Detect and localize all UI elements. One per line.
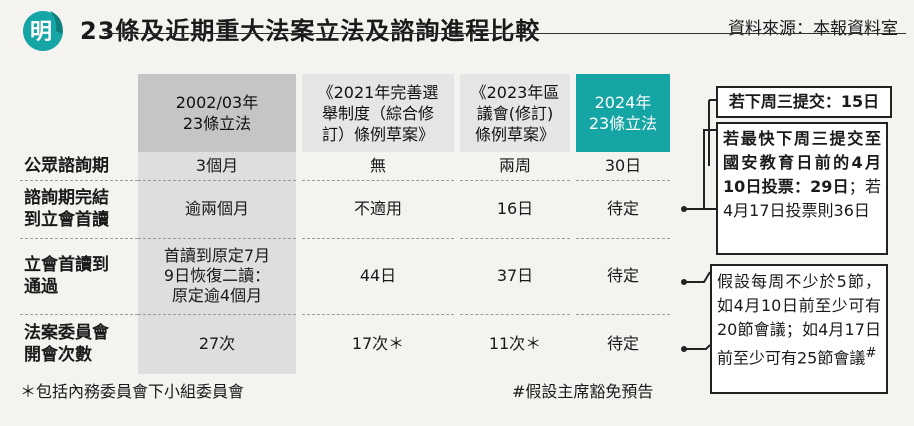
source-credit: 資料來源：本報資料室 xyxy=(728,19,898,39)
page-title: 23條及近期重大法案立法及諮詢進程比較 xyxy=(80,17,541,45)
table-cell: 44日 xyxy=(302,237,454,314)
table-cell: 逾兩個月 xyxy=(138,179,296,238)
logo-text: 明 xyxy=(30,20,52,45)
table-cell: 兩周 xyxy=(460,152,570,180)
comparison-table: 2002/03年 23條立法 《2021年完善選 舉制度（綜合修 訂）條例草案》 《2… xyxy=(20,74,670,374)
row-label-consult-to-first-reading: 諮詢期完結 到立會首讀 xyxy=(20,179,138,238)
table-cell: 27次 xyxy=(138,313,296,374)
table-cell: 37日 xyxy=(460,237,570,314)
table-cell: 無 xyxy=(302,152,454,180)
table-row: 公眾諮詢期 3個月 無 兩周 30日 xyxy=(20,152,670,180)
footnote-hash: #假設主席豁免預告 xyxy=(512,382,654,401)
footnote-asterisk: ＊包括內務委員會下小組委員會 xyxy=(20,382,245,401)
connector-dot xyxy=(681,206,687,212)
connector-dot xyxy=(681,279,687,285)
table-cell: 待定 xyxy=(576,179,670,238)
table-cell: 30日 xyxy=(576,152,670,180)
table-cell: 待定 xyxy=(576,237,670,314)
table-cell: 17次＊ xyxy=(302,313,454,374)
table-row: 法案委員會 開會次數 27次 17次＊ 11次＊ 待定 xyxy=(20,313,670,374)
row-label-committee-meetings: 法案委員會 開會次數 xyxy=(20,313,138,374)
row-label-consultation-period: 公眾諮詢期 xyxy=(24,155,109,176)
column-header-2021-bill: 《2021年完善選 舉制度（綜合修 訂）條例草案》 xyxy=(302,74,454,152)
table-cell: 3個月 xyxy=(138,152,296,180)
table-cell: 待定 xyxy=(576,313,670,374)
ming-pao-logo: 明 xyxy=(23,11,63,51)
table-cell: 16日 xyxy=(460,179,570,238)
column-header-2024: 2024年 23條立法 xyxy=(576,74,670,152)
note-box-vote-timeline: 若最快下周三提交至國安教育日前的4月10日投票：29日；若4月17日投票則36日 xyxy=(716,122,888,255)
table-cell: 11次＊ xyxy=(460,313,570,374)
table-row: 立會首讀到 通過 首讀到原定7月 9日恢復二讀： 原定逾4個月 44日 37日 待定 xyxy=(20,237,670,314)
row-label-first-reading-to-passage: 立會首讀到 通過 xyxy=(20,237,138,314)
note-box-meeting-assumption: 假設每周不少於5節，如4月10日前至少可有20節會議；如4月17日前至少可有25… xyxy=(710,264,888,394)
title-underline xyxy=(104,33,906,34)
column-header-2002: 2002/03年 23條立法 xyxy=(138,74,296,152)
connector-dot xyxy=(681,346,687,352)
table-row: 諮詢期完結 到立會首讀 逾兩個月 不適用 16日 待定 xyxy=(20,179,670,238)
table-cell: 不適用 xyxy=(302,179,454,238)
column-header-2023-bill: 《2023年區 議會(修訂) 條例草案》 xyxy=(460,74,570,152)
header-row: 2002/03年 23條立法 《2021年完善選 舉制度（綜合修 訂）條例草案》 《2… xyxy=(20,74,670,152)
table-cell: 首讀到原定7月 9日恢復二讀： 原定逾4個月 xyxy=(138,237,296,314)
note-box-first-submission: 若下周三提交：15日 xyxy=(716,86,892,118)
